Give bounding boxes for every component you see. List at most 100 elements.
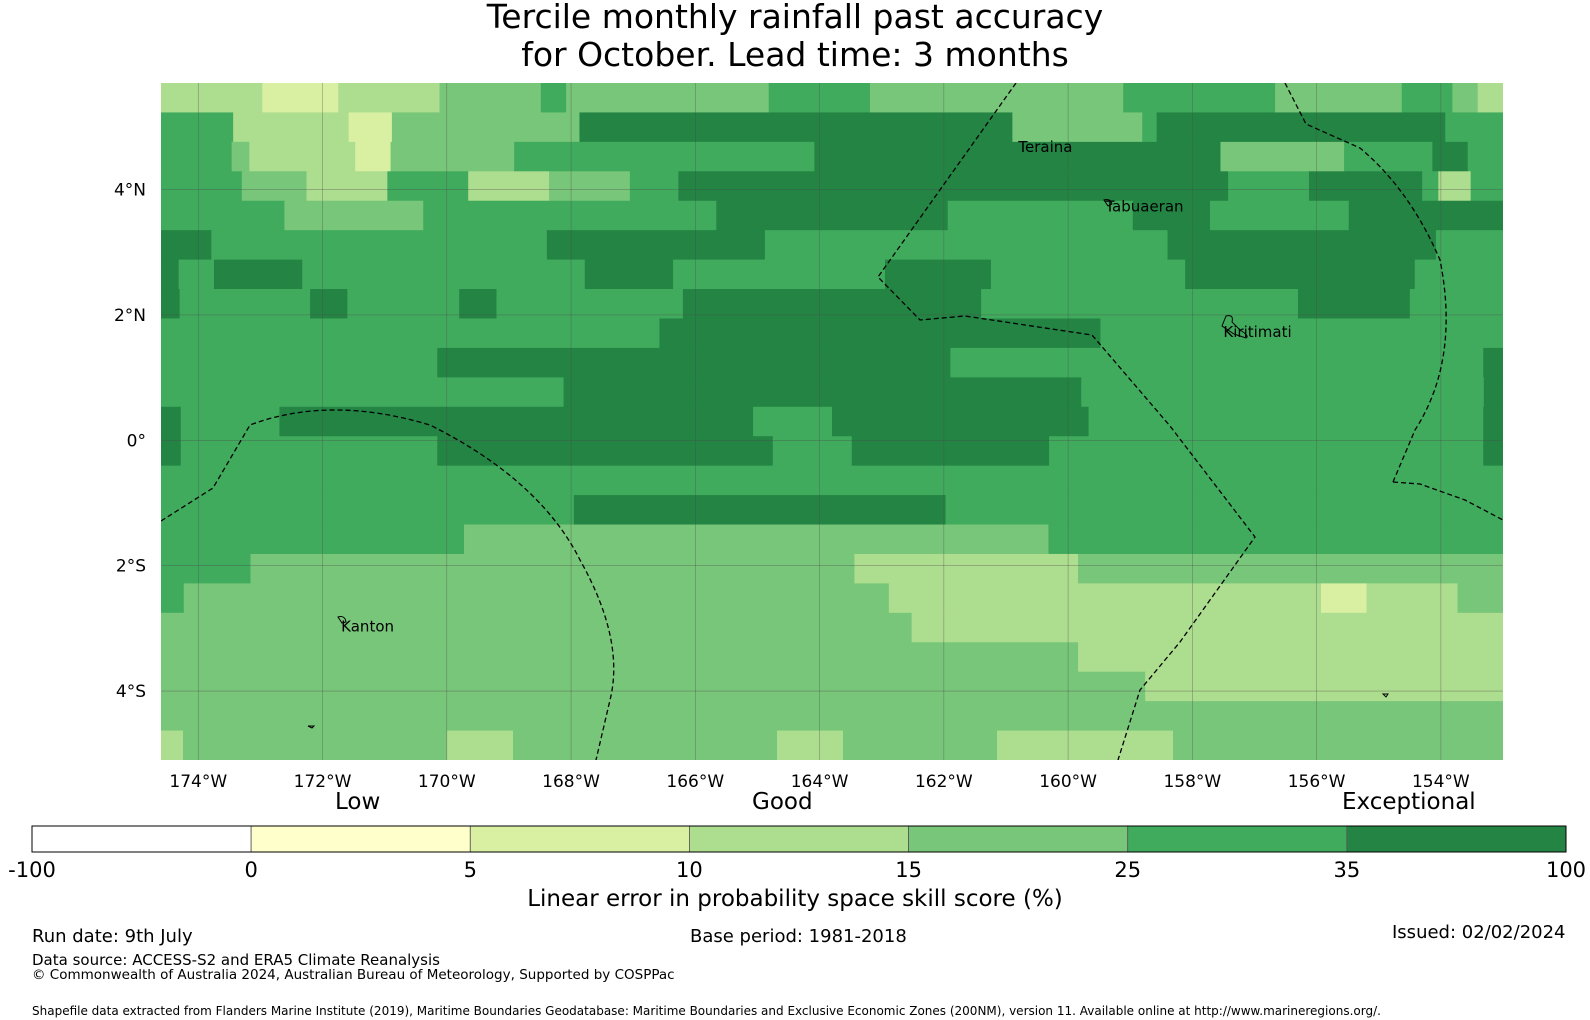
skill-cell (161, 671, 1146, 702)
skill-cell (338, 83, 441, 114)
colorbar-tick-label: 5 (464, 858, 477, 882)
skill-cell (888, 583, 1322, 614)
skill-cell (161, 141, 233, 172)
lon-tick-label: 172°W (294, 772, 352, 792)
skill-cell (678, 171, 1229, 202)
colorbar-segment (1127, 825, 1348, 853)
skill-cell (1366, 583, 1459, 614)
skill-cell (777, 730, 844, 760)
skill-cell (1049, 436, 1484, 467)
skill-cell (231, 141, 250, 172)
skill-cell (387, 171, 469, 202)
skill-cell (161, 259, 180, 290)
skill-cell (233, 112, 350, 143)
skill-cell (355, 141, 392, 172)
eez-boundaries (161, 83, 1503, 760)
run-date: Run date: 9th July (32, 926, 193, 947)
skill-cell (832, 406, 1090, 437)
island-teraina-outline (1103, 199, 1113, 207)
skill-cell (1173, 730, 1503, 760)
skill-cell (161, 553, 252, 584)
skill-cell (911, 612, 1503, 643)
skill-cell (179, 289, 311, 320)
skill-cell (423, 200, 717, 231)
skill-cell (1123, 83, 1276, 114)
skill-cell (869, 83, 1124, 114)
skill-cell (213, 259, 303, 290)
colorbar-segment (1346, 825, 1567, 853)
skill-cell (183, 730, 448, 760)
skill-cell (284, 200, 424, 231)
island-small-outline (307, 725, 316, 729)
skill-cell (1275, 83, 1403, 114)
shapefile-credit: Shapefile data extracted from Flanders M… (32, 1004, 1381, 1018)
skill-cell (183, 583, 890, 614)
lon-tick-label: 168°W (542, 772, 600, 792)
colorbar-category-good: Good (752, 789, 813, 815)
skill-cell (211, 230, 548, 261)
skill-cell (250, 553, 855, 584)
colorbar-segment (31, 825, 252, 853)
skill-cell (947, 200, 1134, 231)
skill-cell (161, 642, 1079, 673)
base-period: Base period: 1981-2018 (690, 926, 907, 947)
skill-cell (981, 289, 1299, 320)
data-source: Data source: ACCESS-S2 and ERA5 Climate … (32, 951, 440, 969)
skill-cell (161, 347, 438, 378)
graticule (161, 83, 1503, 760)
colorbar-segment (250, 825, 471, 853)
skill-cell (884, 259, 992, 290)
island-outlines (307, 199, 1389, 729)
skill-cell (1457, 583, 1503, 614)
skill-cell (496, 289, 684, 320)
skill-cell (437, 436, 774, 467)
skill-cell (1145, 671, 1503, 702)
skill-cell (1344, 141, 1433, 172)
skill-cell (241, 171, 308, 202)
skill-cell (161, 171, 243, 202)
skill-cell (1048, 524, 1503, 555)
skill-cell (1401, 83, 1453, 114)
colorbar: -100 0 5 10 15 25 35 100 (8, 825, 1586, 882)
lon-tick-label: 170°W (418, 772, 476, 792)
skill-cell (584, 259, 674, 290)
colorbar-axis-label: Linear error in probability space skill … (527, 886, 1063, 912)
lat-tick-label: 0° (127, 431, 146, 451)
issued-date: Issued: 02/02/2024 (1392, 922, 1566, 943)
skill-cell (563, 377, 1082, 408)
skill-cell (546, 230, 766, 261)
skill-cell (753, 406, 833, 437)
skill-cell (764, 230, 1169, 261)
skill-cell (573, 495, 947, 526)
lat-tick-label: 4°N (114, 181, 146, 201)
lon-tick-label: 154°W (1412, 772, 1470, 792)
eez-boundary-line (161, 409, 615, 760)
skill-cell (579, 112, 1013, 143)
skill-cell (459, 289, 498, 320)
skill-cell (262, 83, 339, 114)
lon-tick-label: 158°W (1163, 772, 1221, 792)
title-line-1: Tercile monthly rainfall past accuracy (486, 0, 1104, 36)
skill-cell (161, 495, 575, 526)
skill-cell (279, 406, 754, 437)
skill-cell (1156, 112, 1446, 143)
skill-cell (1432, 141, 1469, 172)
skill-cell (1409, 289, 1503, 320)
lat-tick-label: 2°N (114, 306, 146, 326)
eez-boundary-line (1284, 83, 1447, 483)
skill-cell (990, 259, 1186, 290)
skill-cell (180, 406, 281, 437)
skill-cell (772, 436, 853, 467)
skill-cell (1483, 377, 1503, 408)
skill-cell (391, 112, 581, 143)
colorbar-category-low: Low (335, 789, 381, 815)
eez-boundary-line (1392, 481, 1503, 521)
skill-cell (1348, 200, 1503, 231)
place-label-kiritimati: Kiritimati (1223, 323, 1291, 341)
lat-tick-label: 4°S (116, 682, 146, 702)
skill-cell (1414, 259, 1503, 290)
skill-cell (673, 259, 886, 290)
skill-cell (1012, 112, 1143, 143)
place-label-tabuaeran: Tabuaeran (1104, 198, 1183, 216)
skill-cell (161, 701, 1503, 732)
